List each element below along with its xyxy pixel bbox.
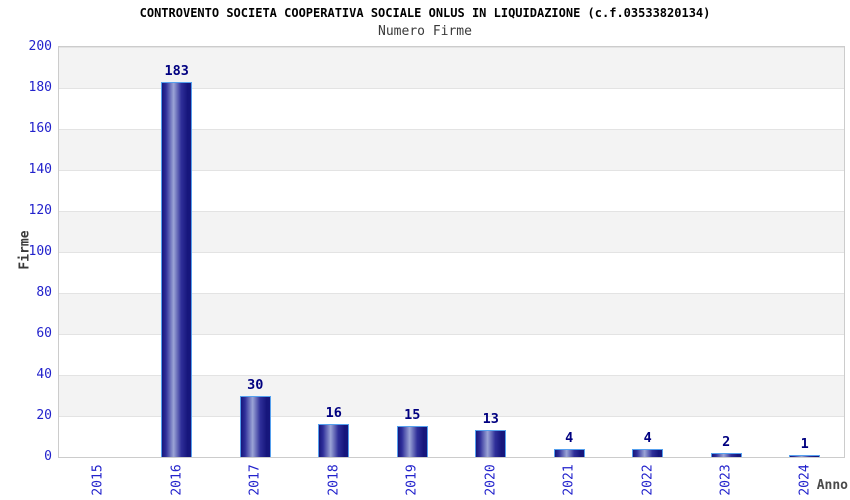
y-tick-label: 200 bbox=[28, 39, 52, 54]
bar-2019 bbox=[396, 426, 428, 457]
x-tick-label: 2021 bbox=[561, 464, 577, 496]
bar-value-label: 30 bbox=[247, 377, 264, 393]
y-tick-label: 40 bbox=[36, 367, 52, 382]
y-tick-label: 0 bbox=[44, 449, 52, 464]
bar-2024 bbox=[789, 455, 821, 457]
bar-value-label: 1 bbox=[800, 436, 809, 452]
bar-2020 bbox=[475, 430, 507, 457]
chart-title: CONTROVENTO SOCIETA COOPERATIVA SOCIALE … bbox=[139, 6, 711, 20]
chart-subtitle: Numero Firme bbox=[378, 24, 472, 39]
bar-value-label: 2 bbox=[722, 434, 731, 450]
y-tick-label: 160 bbox=[28, 121, 52, 136]
bar-2023 bbox=[710, 453, 742, 457]
x-axis-title: Anno bbox=[816, 478, 848, 493]
x-tick-label: 2020 bbox=[483, 464, 499, 496]
bar-value-label: 183 bbox=[164, 63, 189, 79]
bar-2021 bbox=[553, 449, 585, 457]
y-tick-label: 140 bbox=[28, 162, 52, 177]
y-tick-label: 60 bbox=[36, 326, 52, 341]
bar-2018 bbox=[318, 424, 350, 457]
x-tick-label: 2022 bbox=[640, 464, 656, 496]
bar-2017 bbox=[239, 396, 271, 457]
y-tick-label: 20 bbox=[36, 408, 52, 423]
bar-value-label: 13 bbox=[482, 411, 499, 427]
bar-2022 bbox=[632, 449, 664, 457]
plot-area bbox=[58, 46, 845, 458]
x-tick-label: 2017 bbox=[247, 464, 263, 496]
x-tick-label: 2019 bbox=[404, 464, 420, 496]
bar-2016 bbox=[161, 82, 193, 457]
y-tick-label: 80 bbox=[36, 285, 52, 300]
x-tick-label: 2015 bbox=[90, 464, 106, 496]
x-tick-label: 2023 bbox=[718, 464, 734, 496]
bar-value-label: 15 bbox=[404, 407, 421, 423]
y-tick-label: 100 bbox=[28, 244, 52, 259]
x-tick-label: 2016 bbox=[169, 464, 185, 496]
y-tick-label: 180 bbox=[28, 80, 52, 95]
bar-value-label: 4 bbox=[565, 430, 574, 446]
y-axis-title: Firme bbox=[17, 230, 33, 270]
bar-value-label: 4 bbox=[643, 430, 652, 446]
x-tick-label: 2024 bbox=[797, 464, 813, 496]
y-tick-label: 120 bbox=[28, 203, 52, 218]
bar-value-label: 16 bbox=[325, 405, 342, 421]
x-tick-label: 2018 bbox=[326, 464, 342, 496]
